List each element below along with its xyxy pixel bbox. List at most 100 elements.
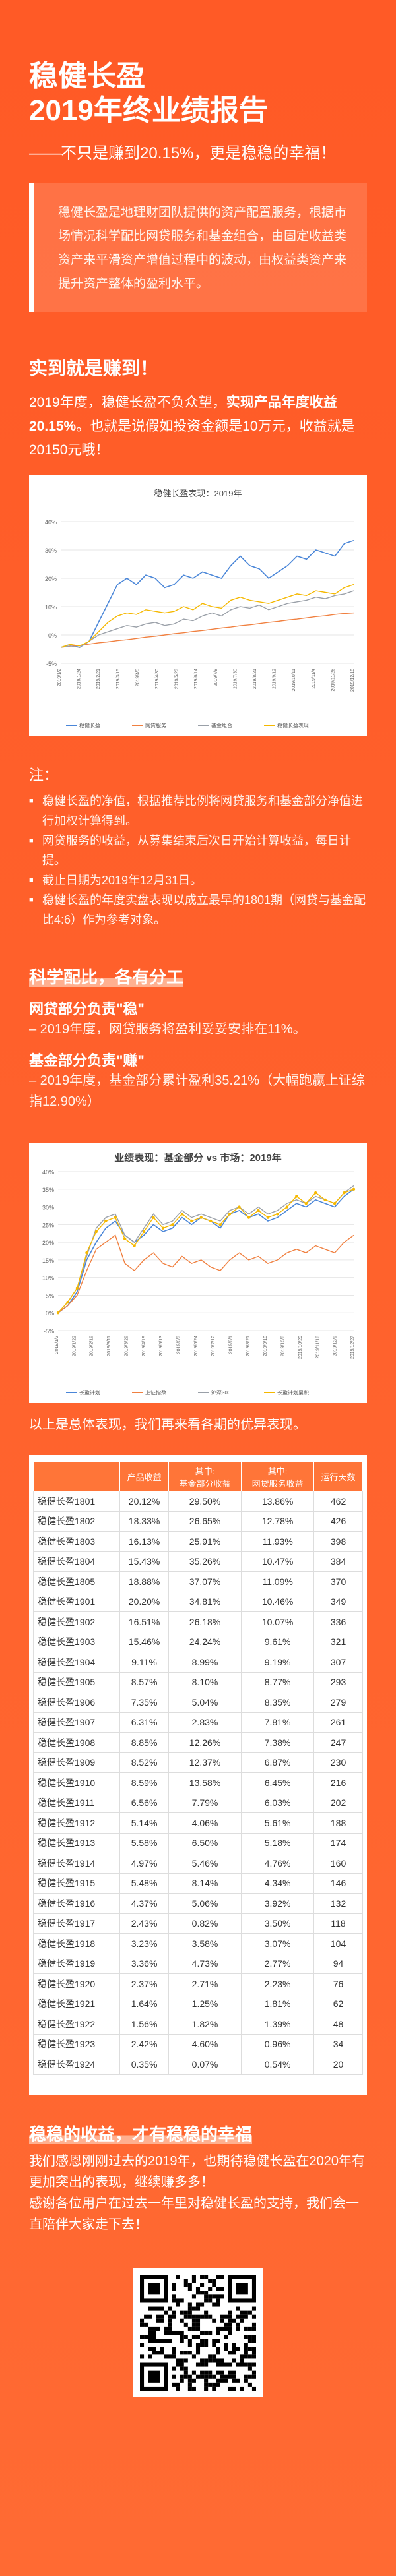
table-cell: 2.77%: [241, 1953, 315, 1974]
table-cell: 20.20%: [119, 1591, 169, 1612]
qr-module: [172, 2350, 176, 2354]
qr-module: [204, 2330, 209, 2335]
qr-module: [248, 2354, 252, 2358]
qr-module: [208, 2354, 213, 2358]
table-header: 产品收益: [119, 1462, 169, 1491]
qr-module: [200, 2342, 205, 2347]
note-item: 截止日期为2019年12月31日。: [29, 870, 367, 890]
qr-module: [244, 2374, 248, 2379]
series-point: [285, 1205, 289, 1209]
x-tick-label: 2019/10/11: [292, 669, 296, 692]
table-cell: 9.61%: [241, 1631, 315, 1652]
qr-module: [224, 2314, 228, 2319]
table-row: 稳健长盈1911 6.56% 7.79% 6.03% 202: [32, 1792, 363, 1813]
x-tick-label: 2019/11/4: [312, 669, 316, 689]
table-cell: 6.31%: [119, 1712, 169, 1733]
x-tick-label: 2019/2/19: [90, 1336, 94, 1356]
table-cell: 29.50%: [168, 1491, 242, 1512]
series-point: [333, 1202, 337, 1205]
table-cell: 7.35%: [119, 1692, 169, 1713]
qr-module: [187, 2382, 192, 2387]
qr-module: [156, 2350, 160, 2354]
qr-module: [204, 2362, 209, 2367]
qr-module: [232, 2318, 236, 2323]
qr-module: [204, 2386, 209, 2391]
section2-title: 科学配比，各有分工: [29, 964, 184, 988]
qr-module: [152, 2330, 156, 2335]
section1-title: 实到就是赚到！: [29, 358, 159, 378]
table-cell: 3.50%: [241, 1913, 315, 1934]
table-cell: 104: [314, 1933, 363, 1954]
qr-module: [191, 2370, 196, 2375]
qr-module: [191, 2306, 196, 2311]
table-body: 稳健长盈1801 20.12% 29.50% 13.86% 462 稳健长盈1802 18.…: [32, 1491, 363, 2075]
series-point: [276, 1213, 279, 1216]
legend-label: 稳健长盈: [79, 722, 100, 729]
qr-module: [248, 2338, 252, 2343]
qr-module: [180, 2378, 184, 2383]
qr-module: [236, 2378, 240, 2383]
qr-module: [160, 2346, 164, 2351]
qr-module: [216, 2330, 220, 2335]
series-line: [60, 612, 354, 648]
qr-module: [180, 2374, 184, 2379]
table-cell-name: 稳健长盈1908: [32, 1732, 121, 1753]
x-tick-label: 2019/4/19: [142, 1336, 147, 1356]
table-row: 稳健长盈1924 0.35% 0.07% 0.54% 20: [32, 2054, 363, 2075]
qr-module: [187, 2326, 192, 2331]
table-cell: 1.82%: [168, 2014, 242, 2035]
qr-module: [172, 2330, 176, 2335]
table-cell: 5.61%: [241, 1812, 315, 1834]
qr-module: [148, 2338, 152, 2343]
qr-module: [220, 2314, 224, 2319]
table-cell-name: 稳健长盈1910: [32, 1772, 121, 1793]
qr-module: [187, 2302, 192, 2307]
table-cell: 11.09%: [241, 1571, 315, 1592]
report-title-line1: 稳健长盈: [29, 60, 145, 92]
qr-module: [228, 2386, 232, 2391]
series-point: [161, 1226, 165, 1230]
table-cell: 48: [314, 2014, 363, 2035]
qr-module: [148, 2354, 152, 2358]
table-cell: 7.79%: [168, 1792, 242, 1813]
qr-module: [168, 2306, 172, 2311]
table-cell: 3.07%: [241, 1933, 315, 1954]
table-cell-name: 稳健长盈1924: [32, 2054, 121, 2075]
qr-module: [160, 2338, 164, 2343]
table-cell-name: 稳健长盈1901: [32, 1591, 121, 1612]
series-point: [266, 1216, 270, 1219]
qr-module: [200, 2290, 205, 2294]
qr-module: [148, 2330, 152, 2335]
qr-module: [172, 2366, 176, 2371]
qr-module: [200, 2358, 205, 2363]
qr-module: [240, 2314, 244, 2319]
x-tick-label: 2019/11/18: [315, 1336, 320, 1359]
qr-module: [191, 2378, 196, 2383]
qr-module: [191, 2278, 196, 2283]
table-cell: 5.18%: [241, 1832, 315, 1853]
table-row: 稳健长盈1804 15.43% 35.26% 10.47% 384: [32, 1551, 363, 1572]
qr-module: [195, 2286, 201, 2291]
section3-title: 稳稳的收益，才有稳稳的幸福: [29, 2121, 253, 2145]
series-line: [57, 1189, 354, 1313]
qr-module: [180, 2366, 184, 2371]
table-row: 稳健长盈1922 1.56% 1.82% 1.39% 48: [32, 2014, 363, 2035]
qr-module: [160, 2306, 164, 2311]
qr-module: [187, 2350, 192, 2354]
qr-module: [187, 2374, 192, 2379]
table-cell: 118: [314, 1913, 363, 1934]
table-row: 稳健长盈1803 16.13% 25.91% 11.93% 398: [32, 1531, 363, 1552]
table-cell: 8.35%: [241, 1692, 315, 1713]
table-cell: 216: [314, 1772, 363, 1793]
table-cell: 18.88%: [119, 1571, 169, 1592]
qr-module: [216, 2350, 220, 2354]
chart1-card: 稳健长盈表现：2019年 40% 30% 20% 10% 0% -5% 2019/1/2 201…: [29, 475, 367, 736]
qr-module: [220, 2378, 224, 2383]
qr-module: [220, 2274, 224, 2279]
x-tick-label: 2019/10/8: [281, 1336, 286, 1356]
qr-module: [191, 2326, 196, 2331]
table-row: 稳健长盈1905 8.57% 8.10% 8.77% 293: [32, 1671, 363, 1692]
qr-module: [148, 2306, 152, 2311]
table-row: 稳健长盈1901 20.20% 34.81% 10.46% 349: [32, 1591, 363, 1612]
table-cell: 426: [314, 1511, 363, 1532]
